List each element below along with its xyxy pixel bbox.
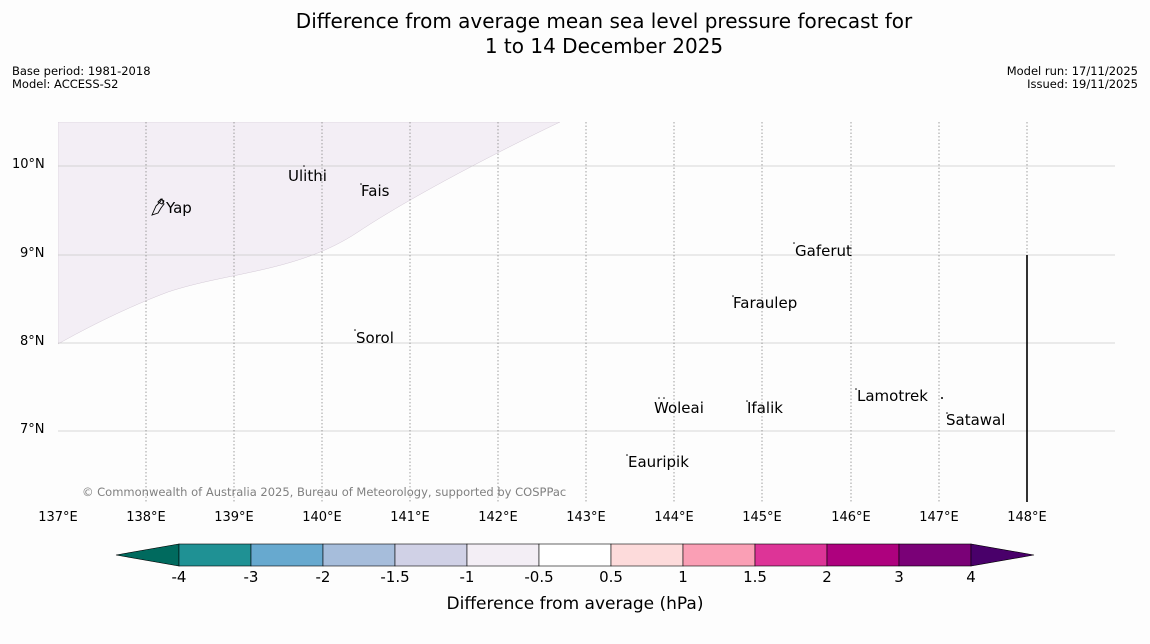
issued-date: Issued: 19/11/2025	[1027, 77, 1138, 91]
fais-dot	[360, 183, 362, 185]
woleai-dot-2	[663, 397, 665, 399]
colorbar-swatch-1	[178, 543, 252, 567]
cb-tick-label-10: 3	[894, 568, 904, 586]
eauripik-dot	[626, 454, 628, 456]
colorbar-swatch-7	[610, 543, 684, 567]
gaferut-dot	[793, 242, 795, 244]
lon-label-138e: 138°E	[126, 510, 166, 525]
title-line-1: Difference from average mean sea level p…	[295, 9, 913, 33]
colorbar-swatch-5	[466, 543, 540, 567]
place-yap: Yap	[166, 199, 192, 217]
place-gaferut: Gaferut	[795, 242, 852, 260]
base-period: Base period: 1981-2018	[12, 64, 151, 78]
model-run: Model run: 17/11/2025	[1006, 64, 1138, 78]
lon-label-148e: 148°E	[1007, 510, 1047, 525]
place-lamotrek: Lamotrek	[857, 387, 928, 405]
place-ifalik: Ifalik	[747, 399, 783, 417]
colorbar-swatch-2	[250, 543, 324, 567]
colorbar-swatch-6	[538, 543, 612, 567]
cb-tick-label-7: 1	[678, 568, 688, 586]
lon-label-146e: 146°E	[831, 510, 871, 525]
place-fais: Fais	[361, 182, 390, 200]
colorbar-swatch-10	[826, 543, 900, 567]
yap-island-shape	[151, 198, 165, 216]
lat-label-7n: 7°N	[20, 422, 45, 437]
meta-right: Model run: 17/11/2025 Issued: 19/11/2025	[1007, 65, 1138, 91]
colorbar-extend-low	[115, 543, 180, 567]
lon-label-139e: 139°E	[214, 510, 254, 525]
colorbar-extend-high	[970, 543, 1035, 567]
cb-tick-label-3: -1.5	[380, 568, 410, 586]
cb-tick-label-6: 0.5	[599, 568, 623, 586]
lon-gridlines	[145, 122, 1028, 502]
cb-tick-label-8: 1.5	[743, 568, 767, 586]
faraulep-dot	[732, 295, 734, 297]
lat-label-9n: 9°N	[20, 246, 45, 261]
lamotrek-dot-2	[941, 397, 943, 399]
cb-tick-label-2: -2	[315, 568, 331, 586]
title-line-2: 1 to 14 December 2025	[484, 34, 724, 58]
lon-label-140e: 140°E	[302, 510, 342, 525]
satawal-dot	[946, 412, 948, 414]
meta-left: Base period: 1981-2018 Model: ACCESS-S2	[12, 65, 151, 91]
lamotrek-dot	[855, 388, 857, 390]
woleai-dot	[658, 397, 660, 399]
colorbar-swatch-8	[682, 543, 756, 567]
lon-label-145e: 145°E	[742, 510, 782, 525]
colorbar	[115, 543, 1035, 567]
shaded-anomaly-region	[58, 122, 561, 345]
cb-tick-label-1: -3	[243, 568, 259, 586]
copyright-notice: © Commonwealth of Australia 2025, Bureau…	[82, 485, 567, 499]
colorbar-swatch-11	[898, 543, 972, 567]
colorbar-swatch-4	[394, 543, 468, 567]
cb-tick-label-0: -4	[171, 568, 187, 586]
sorol-dot	[354, 329, 356, 331]
ifalik-dot	[746, 400, 748, 402]
cb-tick-label-11: 4	[966, 568, 976, 586]
lon-label-142e: 142°E	[478, 510, 518, 525]
map-area	[58, 122, 1115, 502]
colorbar-title: Difference from average (hPa)	[446, 594, 704, 614]
place-ulithi: Ulithi	[288, 167, 327, 185]
place-faraulep: Faraulep	[733, 294, 798, 312]
lon-label-143e: 143°E	[566, 510, 606, 525]
ulithi-dot	[303, 165, 305, 167]
place-sorol: Sorol	[356, 329, 394, 347]
place-eauripik: Eauripik	[628, 453, 689, 471]
place-woleai: Woleai	[654, 399, 704, 417]
lat-label-8n: 8°N	[20, 334, 45, 349]
colorbar-swatch-9	[754, 543, 828, 567]
lon-label-141e: 141°E	[390, 510, 430, 525]
model-name: Model: ACCESS-S2	[12, 77, 119, 91]
place-satawal: Satawal	[946, 411, 1006, 429]
colorbar-swatch-3	[322, 543, 396, 567]
map-title: Difference from average mean sea level p…	[0, 9, 1150, 59]
cb-tick-label-9: 2	[822, 568, 832, 586]
lon-label-137e: 137°E	[38, 510, 78, 525]
lon-label-144e: 144°E	[654, 510, 694, 525]
lon-label-147e: 147°E	[919, 510, 959, 525]
cb-tick-label-5: -0.5	[524, 568, 554, 586]
lat-label-10n: 10°N	[12, 157, 45, 172]
cb-tick-label-4: -1	[459, 568, 475, 586]
